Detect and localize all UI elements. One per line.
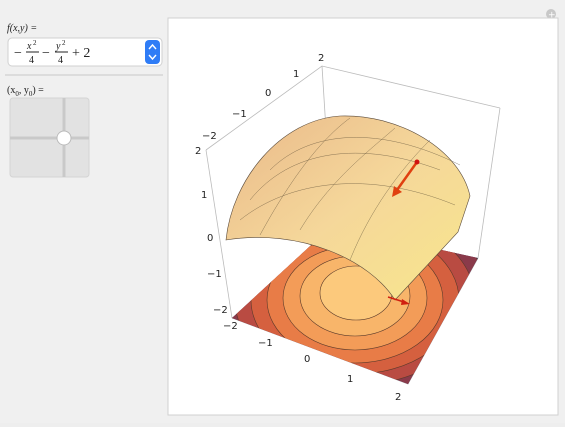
tick-label: −1 bbox=[207, 269, 222, 280]
formula-numerator: x bbox=[26, 41, 32, 52]
formula-denominator: 4 bbox=[29, 55, 34, 66]
tick-label: 2 bbox=[395, 392, 401, 403]
slider-thumb[interactable] bbox=[56, 130, 72, 146]
formula-exponent: 2 bbox=[62, 39, 66, 47]
arrow-head bbox=[401, 299, 410, 305]
tick-label: 0 bbox=[265, 88, 271, 99]
point-label: (x0, y0) = bbox=[7, 85, 44, 98]
formula-sign: − bbox=[14, 46, 22, 61]
formula-denominator: 4 bbox=[58, 55, 63, 66]
formula-exponent: 2 bbox=[33, 39, 37, 47]
tick-label: 1 bbox=[201, 190, 207, 201]
tick-label: 0 bbox=[304, 354, 310, 365]
tick-label: −2 bbox=[223, 321, 238, 332]
tick-label: −1 bbox=[258, 338, 273, 349]
label-part: ) = bbox=[32, 85, 44, 96]
tick-label: 1 bbox=[293, 69, 299, 80]
tick-label: 1 bbox=[347, 374, 353, 385]
tick-label: −2 bbox=[213, 305, 228, 316]
formula-sign: − bbox=[42, 46, 50, 61]
floor-arrow bbox=[387, 296, 405, 303]
tick-label: 0 bbox=[207, 233, 213, 244]
tick-label: −1 bbox=[232, 109, 247, 120]
spinner[interactable] bbox=[145, 40, 160, 64]
front-axis-labels: −2 −1 0 1 2 bbox=[223, 321, 401, 403]
formula: − x 2 4 − y 2 4 + 2 bbox=[14, 39, 90, 66]
formula-tail: + 2 bbox=[72, 46, 90, 61]
plus-icon: + bbox=[548, 11, 556, 21]
back-axis-labels: −2 −1 0 1 2 bbox=[202, 53, 324, 142]
options-button[interactable] bbox=[546, 9, 556, 19]
arrow-head bbox=[392, 186, 402, 197]
label-part: , y bbox=[19, 85, 29, 96]
tick-label: 2 bbox=[195, 146, 201, 157]
vertical-axis-labels: −2 −1 0 1 2 bbox=[195, 146, 228, 316]
surface-mesh bbox=[239, 117, 461, 261]
label-subscript: 0 bbox=[29, 90, 33, 98]
label-part: (x bbox=[7, 85, 15, 96]
label-subscript: 0 bbox=[15, 90, 19, 98]
surface bbox=[225, 115, 471, 301]
tick-label: −2 bbox=[202, 131, 217, 142]
function-label: f(x,y) = bbox=[7, 23, 37, 34]
tick-label: 2 bbox=[318, 53, 324, 64]
spinner-arrows bbox=[148, 43, 157, 61]
point-marker bbox=[414, 159, 420, 165]
gradient-arrow bbox=[395, 161, 419, 191]
formula-numerator: y bbox=[55, 41, 61, 52]
function-input[interactable] bbox=[7, 37, 163, 67]
